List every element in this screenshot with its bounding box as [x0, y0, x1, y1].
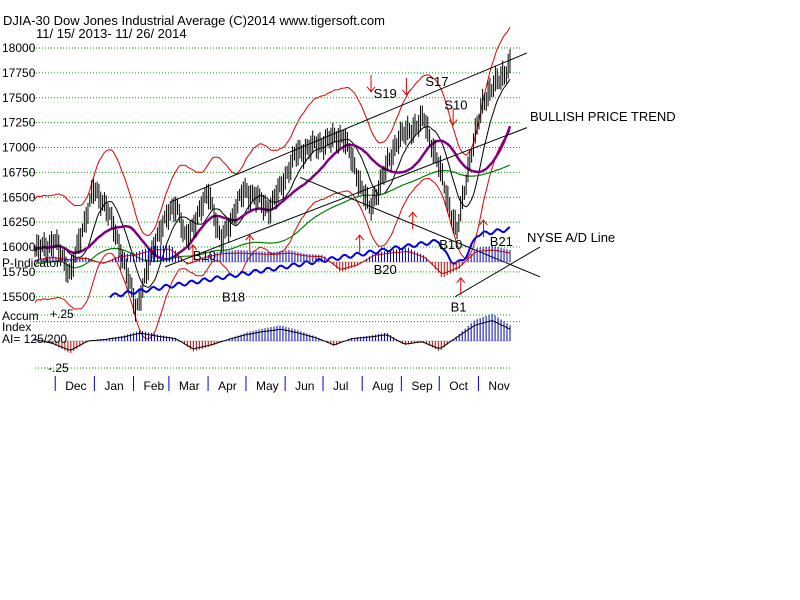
y-tick-label: 16250 [2, 215, 36, 229]
signal-label: B10 [439, 237, 462, 252]
signal-label: B10 [193, 248, 216, 263]
accum-label-3: AI= 125/200 [2, 332, 67, 346]
month-label: Jan [104, 379, 123, 393]
month-label: Aug [372, 379, 393, 393]
y-tick-label: 16750 [2, 165, 36, 179]
signal-label: B1 [451, 300, 467, 315]
signal-arrow-head [366, 86, 376, 93]
month-label: Dec [65, 379, 86, 393]
cross-trendline [299, 176, 541, 278]
chart-title: DJIA-30 Dow Jones Industrial Average (C)… [3, 13, 385, 28]
signal-arrow-head [456, 277, 466, 284]
support-trendline [454, 246, 541, 298]
moving-avg-21 [34, 78, 511, 288]
accum-tick-plus: +.25 [50, 307, 74, 321]
month-label: Mar [179, 379, 200, 393]
month-label: Oct [449, 379, 468, 393]
accum-label-2: Index [2, 320, 31, 334]
y-tick-label: 17500 [2, 91, 36, 105]
signal-arrow-head [188, 244, 198, 251]
accum-tick-minus: -.25 [48, 361, 69, 375]
signal-label: S19 [374, 86, 397, 101]
lower-band [34, 130, 511, 340]
price-bars [34, 48, 511, 322]
p-indicator-label: P-Indicator [2, 256, 60, 270]
accum-label-1: Accum [2, 309, 39, 323]
y-tick-label: 18000 [2, 41, 36, 55]
y-tick-label: 17750 [2, 66, 36, 80]
month-label: Jul [333, 379, 348, 393]
signal-arrow-head [479, 219, 488, 226]
month-label: Sep [411, 379, 433, 393]
ad-line [109, 226, 511, 299]
upper-band [34, 27, 511, 237]
signal-label: B21 [490, 234, 513, 249]
y-tick-label: 16000 [2, 240, 36, 254]
y-tick-label: 17000 [2, 141, 36, 155]
bullish-trend-label: BULLISH PRICE TREND [530, 109, 676, 124]
accum-index-panel [34, 313, 511, 369]
month-label: Apr [218, 379, 237, 393]
signal-label: S17 [425, 74, 448, 89]
signal-label: S10 [444, 98, 467, 113]
moving-avg-200 [34, 164, 511, 269]
date-range: 11/ 15/ 2013- 11/ 26/ 2014 [36, 26, 187, 41]
upper-trendline [169, 52, 528, 203]
signal-arrow-head [408, 211, 418, 218]
month-label: May [256, 379, 279, 393]
month-label: Jun [295, 379, 314, 393]
y-tick-label: 15500 [2, 290, 36, 304]
p-indicator-panel [34, 245, 511, 277]
month-label: Nov [488, 379, 509, 393]
month-label: Feb [144, 379, 165, 393]
x-axis: Dec Jan Feb Mar Apr May Jun Jul Aug Sep Oct Nov [54, 376, 510, 393]
accum-ma [34, 320, 511, 351]
signal-label: B20 [374, 262, 397, 277]
p-indicator-ma [34, 248, 511, 274]
signal-layer: S19 S17 S10 B10 B18 B20 B10 B1 B21 [188, 74, 513, 315]
signal-arrow-head [402, 89, 411, 96]
y-tick-label: 16500 [2, 190, 36, 204]
signal-label: B18 [222, 290, 245, 305]
signal-arrow-head [245, 234, 255, 241]
ad-line-layer [109, 226, 511, 299]
price-gridlines: 18000 17750 17500 17250 17000 16750 16500 16250… [2, 41, 520, 323]
ad-line-label: NYSE A/D Line [527, 230, 615, 245]
y-tick-label: 15750 [2, 265, 36, 279]
price-bands [33, 27, 541, 340]
signal-arrow-head [355, 234, 365, 241]
mid-trendline [164, 127, 528, 268]
signal-arrow-head [448, 119, 458, 126]
y-tick-label: 17250 [2, 116, 36, 130]
